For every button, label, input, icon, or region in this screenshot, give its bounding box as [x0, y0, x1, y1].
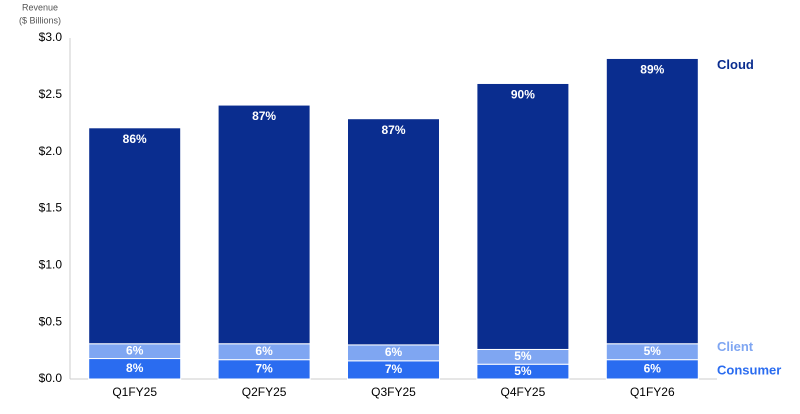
x-tick-label: Q2FY25: [242, 385, 287, 399]
bar-segment: [217, 104, 311, 345]
data-label: 5%: [514, 349, 532, 363]
data-label: 8%: [126, 361, 144, 375]
x-tick-label: Q1FY25: [112, 385, 157, 399]
data-label: 6%: [644, 362, 662, 376]
data-label: 5%: [644, 344, 662, 358]
data-label: 87%: [252, 109, 276, 123]
y-tick-label: $1.0: [39, 258, 63, 272]
data-label: 7%: [255, 362, 273, 376]
data-label: 89%: [640, 63, 664, 77]
y-axis-title: Revenue: [22, 2, 58, 12]
y-tick-label: $2.0: [39, 144, 63, 158]
data-label: 6%: [126, 343, 144, 357]
legend-label: Cloud: [717, 57, 754, 72]
data-label: 5%: [514, 364, 532, 378]
x-tick-label: Q1FY26: [630, 385, 675, 399]
y-tick-label: $0.0: [39, 371, 63, 385]
data-label: 6%: [255, 344, 273, 358]
data-label: 7%: [385, 362, 403, 376]
bar-segment: [88, 127, 182, 345]
data-label: 6%: [385, 345, 403, 359]
y-tick-label: $0.5: [39, 314, 63, 328]
x-tick-label: Q3FY25: [371, 385, 416, 399]
data-label: 90%: [511, 88, 535, 102]
y-tick-label: $1.5: [39, 201, 63, 215]
legend-label: Client: [717, 339, 754, 354]
legend-label: Consumer: [717, 362, 781, 377]
y-axis-title: ($ Billions): [19, 15, 61, 25]
y-tick-label: $2.5: [39, 87, 63, 101]
bar-segment: [476, 82, 570, 350]
y-tick-label: $3.0: [39, 30, 63, 44]
data-label: 87%: [381, 123, 405, 137]
bar-segment: [605, 57, 699, 345]
x-tick-label: Q4FY25: [501, 385, 546, 399]
bar-segment: [347, 118, 440, 346]
data-label: 86%: [123, 132, 147, 146]
